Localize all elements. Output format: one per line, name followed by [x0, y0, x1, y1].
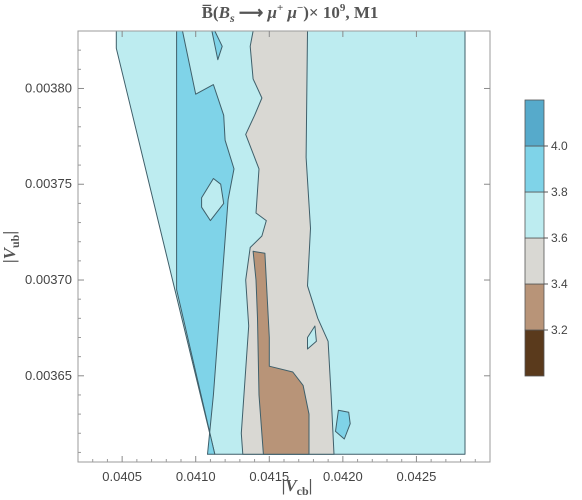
x-tick-label: 0.0425: [397, 469, 437, 484]
legend-tick-label: 3.4: [551, 277, 568, 291]
x-tick-label: 0.0410: [176, 469, 216, 484]
contour-region-7: [335, 409, 351, 440]
x-tick-label: 0.0415: [249, 469, 289, 484]
color-legend: 3.2 3.4 3.6 3.8 4.0: [524, 99, 568, 377]
y-tick-label: 0.00365: [25, 368, 72, 383]
contour-region-5: [307, 325, 317, 350]
x-tick-label: 0.0405: [102, 469, 142, 484]
y-axis-label: |Vub|: [0, 231, 22, 263]
legend-tick-label: 3.8: [551, 185, 568, 199]
legend-swatch-4: [524, 145, 545, 193]
chart-title: B̅(Bs ⟶ μ+ μ−)× 109, M1: [202, 2, 379, 25]
legend-swatch-2: [524, 237, 545, 285]
contour-region-2: [201, 178, 225, 222]
contour-region-6: [252, 250, 310, 455]
x-axis: 0.0405 0.0410 0.0415 0.0420 0.0425: [77, 31, 476, 484]
legend-tick-label: 3.6: [551, 231, 568, 245]
legend-swatch-1: [524, 283, 545, 331]
contour-regions: [115, 30, 466, 455]
legend-swatch-0: [524, 329, 545, 377]
plot-area: 0.0405 0.0410 0.0415 0.0420 0.0425 0.003650.…: [25, 30, 491, 484]
x-axis-label: |Vcb|: [282, 476, 313, 498]
y-tick-label: 0.00370: [25, 272, 72, 287]
legend-swatch-5: [524, 99, 545, 147]
contour-region-1: [176, 30, 235, 455]
y-axis: 0.00365 0.00370 0.00375 0.00380: [25, 49, 490, 453]
y-tick-label: 0.00380: [25, 80, 72, 95]
x-tick-label: 0.0420: [323, 469, 363, 484]
legend-tick-label: 3.2: [551, 323, 568, 337]
y-tick-label: 0.00375: [25, 176, 72, 191]
legend-swatch-3: [524, 191, 545, 239]
legend-tick-label: 4.0: [551, 139, 568, 153]
